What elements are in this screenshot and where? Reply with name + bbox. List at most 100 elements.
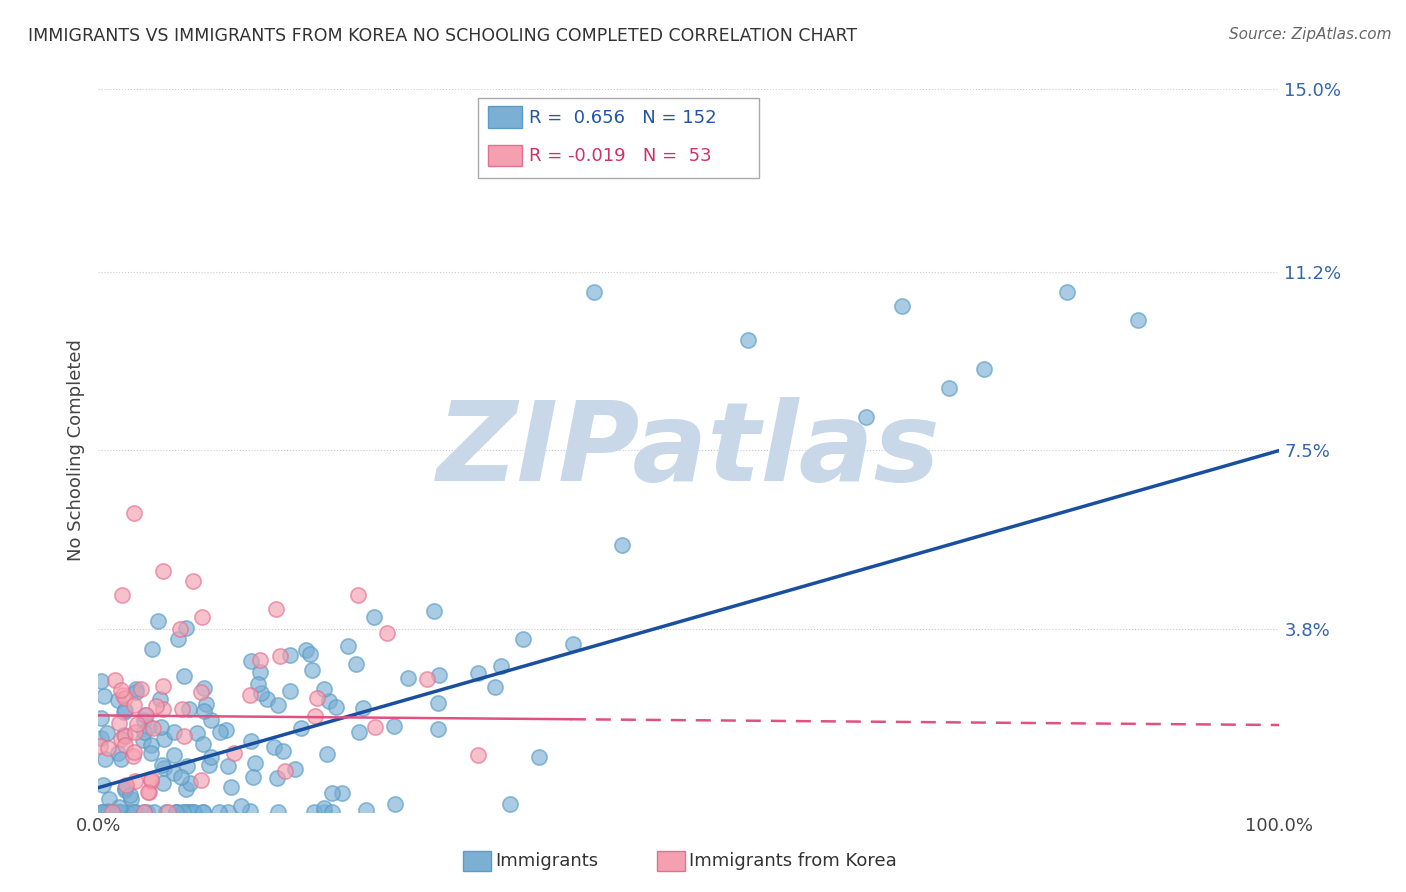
Point bbox=[97, 805, 120, 819]
Point bbox=[111, 688, 134, 702]
Point bbox=[218, 805, 240, 819]
Point bbox=[181, 574, 204, 588]
Point bbox=[243, 756, 266, 770]
Point bbox=[583, 285, 606, 299]
Point bbox=[354, 803, 377, 817]
Point bbox=[246, 676, 269, 690]
Point bbox=[269, 649, 291, 664]
Point bbox=[173, 729, 195, 743]
Point bbox=[107, 800, 129, 814]
Point bbox=[110, 805, 132, 819]
Point bbox=[166, 632, 188, 647]
Point bbox=[973, 361, 995, 376]
Point bbox=[132, 805, 155, 819]
Point bbox=[132, 805, 155, 819]
Point bbox=[384, 797, 406, 812]
Point bbox=[90, 805, 112, 819]
Point bbox=[239, 654, 262, 668]
Point bbox=[173, 805, 195, 819]
Point bbox=[90, 711, 112, 725]
Point bbox=[250, 686, 273, 700]
Point bbox=[173, 669, 195, 683]
Point bbox=[423, 604, 446, 618]
Text: Immigrants: Immigrants bbox=[495, 852, 598, 870]
Point bbox=[120, 791, 142, 805]
Point bbox=[110, 682, 132, 697]
Point bbox=[349, 724, 371, 739]
Point bbox=[118, 789, 141, 803]
Point bbox=[141, 641, 163, 656]
Point bbox=[304, 708, 326, 723]
Point bbox=[139, 746, 162, 760]
Point bbox=[135, 707, 157, 722]
Point bbox=[153, 732, 176, 747]
Point bbox=[364, 720, 387, 734]
Point bbox=[122, 506, 145, 520]
Point bbox=[138, 720, 160, 734]
Point bbox=[467, 747, 489, 762]
Point bbox=[271, 744, 294, 758]
Point bbox=[239, 805, 262, 819]
Point bbox=[332, 786, 354, 800]
Point bbox=[219, 780, 242, 795]
Point bbox=[124, 774, 146, 789]
Point bbox=[157, 805, 180, 819]
Point bbox=[562, 637, 585, 651]
Point bbox=[114, 690, 136, 705]
Point bbox=[256, 692, 278, 706]
Point bbox=[224, 746, 246, 760]
Point bbox=[267, 698, 290, 712]
Point bbox=[97, 804, 120, 818]
Point bbox=[110, 752, 132, 766]
Point bbox=[737, 333, 759, 347]
Point bbox=[264, 602, 287, 616]
Point bbox=[195, 697, 218, 711]
Point bbox=[239, 734, 262, 748]
Point bbox=[124, 805, 146, 819]
Point bbox=[321, 786, 343, 800]
Point bbox=[153, 761, 176, 775]
Point bbox=[427, 722, 450, 736]
Point bbox=[295, 642, 318, 657]
Point bbox=[112, 706, 135, 720]
Point bbox=[304, 805, 326, 819]
Point bbox=[193, 805, 215, 819]
Point bbox=[181, 805, 204, 819]
Point bbox=[229, 799, 252, 814]
Point bbox=[321, 805, 343, 819]
Point bbox=[141, 773, 163, 788]
Point bbox=[179, 776, 201, 790]
Point bbox=[149, 692, 172, 706]
Point bbox=[191, 805, 214, 819]
Point bbox=[122, 745, 145, 759]
Point bbox=[301, 663, 323, 677]
Point bbox=[193, 737, 215, 751]
Point bbox=[108, 805, 131, 819]
Point bbox=[242, 770, 264, 784]
Point bbox=[124, 725, 146, 739]
Point bbox=[134, 713, 156, 727]
Point bbox=[274, 764, 297, 778]
Point bbox=[129, 681, 152, 696]
Point bbox=[101, 805, 124, 819]
Point bbox=[165, 805, 187, 819]
Point bbox=[114, 780, 136, 795]
Point bbox=[298, 647, 321, 661]
Point bbox=[938, 381, 960, 395]
Point bbox=[512, 632, 534, 647]
Point bbox=[217, 759, 239, 773]
Point bbox=[104, 673, 127, 687]
Point bbox=[166, 805, 188, 819]
Point bbox=[125, 681, 148, 696]
Point bbox=[146, 615, 169, 629]
Point bbox=[498, 797, 520, 812]
Point bbox=[155, 805, 177, 819]
Text: Source: ZipAtlas.com: Source: ZipAtlas.com bbox=[1229, 27, 1392, 42]
Point bbox=[96, 805, 118, 819]
Point bbox=[267, 805, 290, 819]
Point bbox=[375, 626, 398, 640]
Point bbox=[529, 750, 551, 764]
Point bbox=[491, 658, 513, 673]
Point bbox=[263, 740, 285, 755]
Point bbox=[89, 739, 111, 753]
